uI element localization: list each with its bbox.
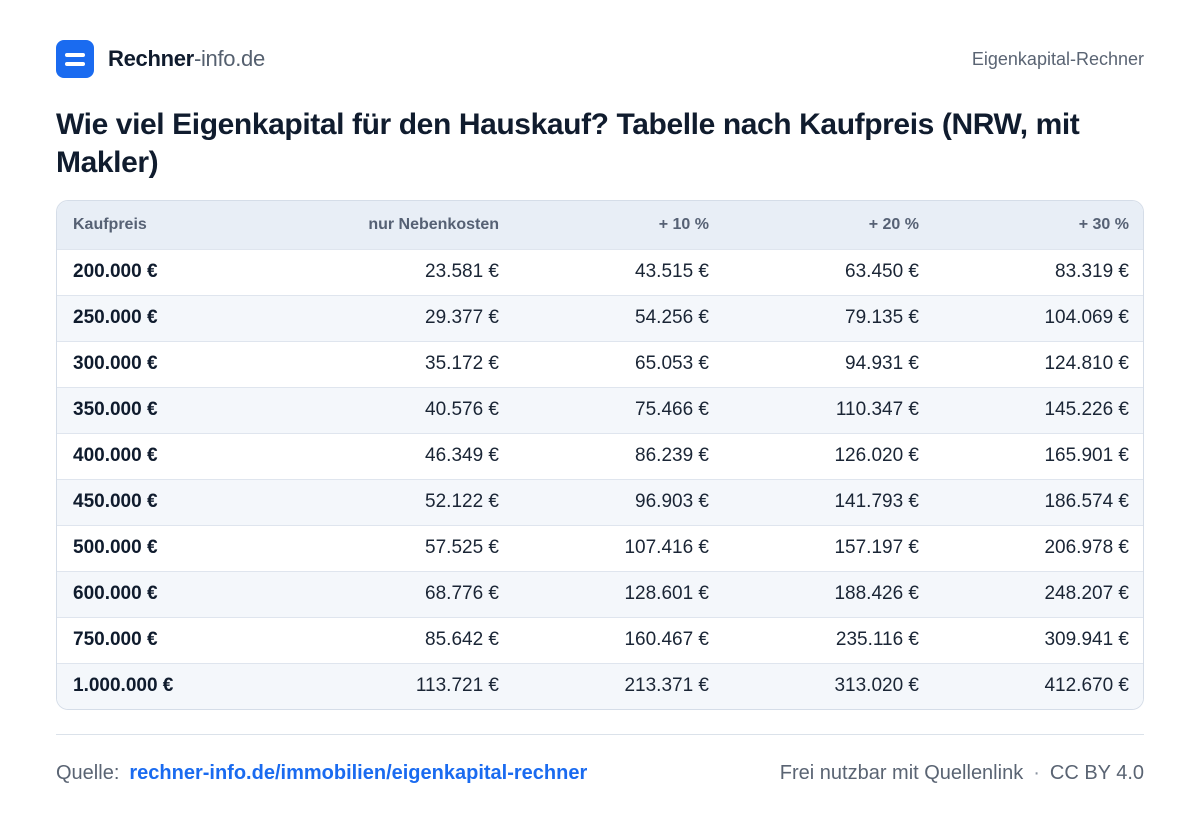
cell-plus-20: 126.020 € bbox=[834, 445, 919, 466]
license-info: Frei nutzbar mit Quellenlink · CC BY 4.0 bbox=[780, 762, 1144, 785]
cell-plus-30: 186.574 € bbox=[1044, 491, 1129, 512]
cell-kaufpreis: 200.000 € bbox=[73, 261, 158, 282]
cell-nebenkosten: 29.377 € bbox=[425, 307, 499, 328]
cell-plus-10: 65.053 € bbox=[635, 353, 709, 374]
cell-plus-30: 83.319 € bbox=[1055, 261, 1129, 282]
equity-table-container: Kaufpreis nur Nebenkosten + 10 % + 20 % … bbox=[56, 200, 1144, 710]
cell-plus-30: 412.670 € bbox=[1044, 675, 1129, 697]
cell-plus-30: 248.207 € bbox=[1044, 583, 1129, 604]
source-attribution: Quelle: rechner-info.de/immobilien/eigen… bbox=[56, 762, 587, 785]
cell-nebenkosten: 57.525 € bbox=[425, 537, 499, 558]
logo-icon bbox=[56, 40, 94, 78]
cell-nebenkosten: 68.776 € bbox=[425, 583, 499, 604]
cell-nebenkosten: 52.122 € bbox=[425, 491, 499, 512]
cell-plus-20: 63.450 € bbox=[845, 261, 919, 282]
cell-plus-10: 107.416 € bbox=[624, 537, 709, 558]
cell-plus-30: 309.941 € bbox=[1044, 629, 1129, 650]
cell-kaufpreis: 250.000 € bbox=[73, 307, 158, 328]
brand-name-strong: Rechner bbox=[108, 46, 194, 71]
table-row: 600.000 € 68.776 € 128.601 € 188.426 € 248.2… bbox=[57, 571, 1143, 617]
equity-table: Kaufpreis nur Nebenkosten + 10 % + 20 % … bbox=[57, 201, 1143, 709]
cell-plus-20: 313.020 € bbox=[834, 675, 919, 697]
table-row: 200.000 € 23.581 € 43.515 € 63.450 € 83.319 … bbox=[57, 249, 1143, 295]
cell-nebenkosten: 46.349 € bbox=[425, 445, 499, 466]
cell-plus-30: 206.978 € bbox=[1044, 537, 1129, 558]
license-separator: · bbox=[1033, 761, 1040, 784]
table-header-row: Kaufpreis nur Nebenkosten + 10 % + 20 % … bbox=[57, 201, 1143, 249]
cell-plus-20: 110.347 € bbox=[835, 399, 919, 420]
cell-plus-10: 75.466 € bbox=[635, 399, 709, 420]
brand-name: Rechner-info.de bbox=[108, 46, 265, 72]
source-link[interactable]: rechner-info.de/immobilien/eigenkapital-… bbox=[129, 761, 588, 784]
cell-plus-10: 128.601 € bbox=[624, 583, 709, 604]
cell-plus-10: 43.515 € bbox=[635, 261, 709, 282]
cell-plus-20: 157.197 € bbox=[834, 537, 919, 558]
cell-kaufpreis: 1.000.000 € bbox=[73, 675, 174, 697]
page-title: Wie viel Eigenkapital für den Hauskauf? … bbox=[56, 108, 1080, 179]
column-header-kaufpreis: Kaufpreis bbox=[73, 215, 147, 233]
page-footer: Quelle: rechner-info.de/immobilien/eigen… bbox=[56, 758, 1144, 788]
cell-nebenkosten: 35.172 € bbox=[425, 353, 499, 374]
header-calculator-label: Eigenkapital-Rechner bbox=[971, 48, 1144, 69]
table-row: 400.000 € 46.349 € 86.239 € 126.020 € 165.90… bbox=[57, 433, 1143, 479]
brand[interactable]: Rechner-info.de bbox=[56, 40, 265, 78]
cell-kaufpreis: 750.000 € bbox=[73, 629, 158, 650]
cell-plus-10: 86.239 € bbox=[635, 445, 709, 466]
cell-plus-10: 213.371 € bbox=[624, 675, 709, 697]
cell-plus-30: 104.069 € bbox=[1044, 307, 1129, 328]
page-header: Rechner-info.de Eigenkapital-Rechner bbox=[56, 40, 1144, 78]
cell-plus-20: 188.426 € bbox=[834, 583, 919, 604]
cell-plus-10: 54.256 € bbox=[635, 307, 709, 328]
cell-plus-20: 79.135 € bbox=[845, 307, 919, 328]
cell-kaufpreis: 350.000 € bbox=[73, 399, 158, 420]
table-row: 1.000.000 € 113.721 € 213.371 € 313.020 € 41… bbox=[57, 663, 1143, 709]
table-row: 450.000 € 52.122 € 96.903 € 141.793 € 186.57… bbox=[57, 479, 1143, 525]
table-row: 250.000 € 29.377 € 54.256 € 79.135 € 104.069… bbox=[57, 295, 1143, 341]
cell-kaufpreis: 450.000 € bbox=[73, 491, 158, 512]
cell-kaufpreis: 600.000 € bbox=[73, 583, 158, 604]
table-row: 500.000 € 57.525 € 107.416 € 157.197 € 206.9… bbox=[57, 525, 1143, 571]
cell-nebenkosten: 113.721 € bbox=[415, 675, 499, 697]
column-header-plus-10: + 10 % bbox=[658, 215, 709, 233]
cell-kaufpreis: 300.000 € bbox=[73, 353, 158, 374]
license-text: Frei nutzbar mit Quellenlink bbox=[779, 761, 1024, 784]
cell-plus-30: 145.226 € bbox=[1044, 399, 1129, 420]
brand-name-light: -info.de bbox=[193, 46, 265, 71]
cell-plus-20: 235.116 € bbox=[835, 629, 919, 650]
table-body: 200.000 € 23.581 € 43.515 € 63.450 € 83.319 … bbox=[57, 249, 1143, 709]
source-label: Quelle: bbox=[56, 761, 120, 784]
cell-plus-10: 160.467 € bbox=[624, 629, 709, 650]
cell-plus-30: 124.810 € bbox=[1044, 353, 1129, 374]
cell-kaufpreis: 400.000 € bbox=[73, 445, 158, 466]
column-header-nebenkosten: nur Nebenkosten bbox=[368, 215, 499, 233]
cell-nebenkosten: 23.581 € bbox=[425, 261, 499, 282]
cell-nebenkosten: 40.576 € bbox=[425, 399, 499, 420]
footer-divider bbox=[56, 734, 1144, 735]
license-name: CC BY 4.0 bbox=[1049, 761, 1144, 784]
cell-plus-10: 96.903 € bbox=[635, 491, 709, 512]
cell-plus-20: 141.793 € bbox=[834, 491, 919, 512]
table-row: 350.000 € 40.576 € 75.466 € 110.347 € 145.22… bbox=[57, 387, 1143, 433]
cell-nebenkosten: 85.642 € bbox=[425, 629, 499, 650]
column-header-plus-30: + 30 % bbox=[1078, 215, 1129, 233]
cell-kaufpreis: 500.000 € bbox=[73, 537, 158, 558]
cell-plus-30: 165.901 € bbox=[1044, 445, 1129, 466]
cell-plus-20: 94.931 € bbox=[845, 353, 919, 374]
table-row: 750.000 € 85.642 € 160.467 € 235.116 € 309.9… bbox=[57, 617, 1143, 663]
column-header-plus-20: + 20 % bbox=[868, 215, 919, 233]
table-row: 300.000 € 35.172 € 65.053 € 94.931 € 124.810… bbox=[57, 341, 1143, 387]
